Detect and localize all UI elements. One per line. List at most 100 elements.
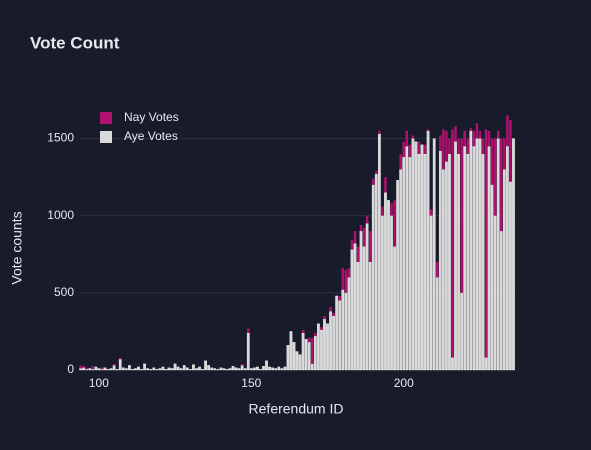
bar <box>469 130 473 371</box>
bar <box>506 146 509 371</box>
bar <box>435 277 439 371</box>
bar <box>277 366 281 371</box>
bar <box>88 368 92 371</box>
bar <box>426 130 430 371</box>
bar <box>390 203 393 216</box>
bar <box>201 369 204 371</box>
bar <box>295 351 299 371</box>
bar <box>152 367 156 371</box>
y-axis-label: Vote counts <box>9 211 25 284</box>
bar <box>503 138 506 170</box>
bar <box>384 177 387 193</box>
bar <box>100 369 104 371</box>
bar <box>506 115 509 147</box>
bar <box>115 369 119 371</box>
bar <box>207 365 211 371</box>
bar <box>475 138 479 371</box>
bar <box>454 141 457 371</box>
x-axis-label: Referendum ID <box>249 401 344 417</box>
bar <box>350 249 354 371</box>
bar <box>167 367 171 371</box>
bar <box>332 315 335 371</box>
bar <box>192 364 195 371</box>
bar <box>475 123 479 139</box>
bar <box>423 144 427 154</box>
bar <box>509 181 512 371</box>
bar <box>247 328 250 333</box>
bar <box>457 153 460 371</box>
bar <box>103 367 107 371</box>
bar <box>79 365 82 369</box>
bar <box>365 223 369 371</box>
y-tick-label: 0 <box>67 362 74 376</box>
bar <box>414 141 418 371</box>
bar <box>460 138 463 293</box>
bar <box>204 360 207 371</box>
bar <box>195 368 198 371</box>
bar <box>185 367 189 371</box>
y-tick-label: 1000 <box>47 208 74 222</box>
bar <box>252 367 256 371</box>
bar <box>374 173 378 371</box>
bar <box>216 369 220 371</box>
bar <box>350 240 354 250</box>
bar <box>438 150 442 371</box>
bar <box>240 363 244 366</box>
bar <box>512 138 515 371</box>
bar <box>353 231 357 244</box>
bar <box>442 129 445 170</box>
bar <box>408 156 412 371</box>
bar <box>237 368 241 371</box>
bar <box>198 366 201 371</box>
bar <box>429 209 433 216</box>
bar <box>381 215 384 371</box>
bar <box>134 368 137 371</box>
bar <box>429 215 433 371</box>
bar <box>283 366 287 371</box>
bar <box>97 368 101 371</box>
bar <box>301 332 305 371</box>
bar <box>170 368 174 371</box>
bar <box>423 153 427 371</box>
bar <box>347 268 351 278</box>
bar <box>368 231 372 262</box>
bar <box>445 161 448 371</box>
bar <box>493 138 497 216</box>
bar <box>497 130 500 139</box>
bar <box>228 368 232 371</box>
bar <box>445 130 448 162</box>
legend-swatch <box>100 131 112 143</box>
bar <box>225 369 229 371</box>
bar <box>182 365 186 371</box>
bar <box>274 368 278 371</box>
bar <box>487 146 491 371</box>
bar <box>100 367 104 370</box>
bar <box>402 141 405 158</box>
bar <box>158 368 162 371</box>
bar <box>85 369 89 371</box>
bar <box>231 365 235 371</box>
bar <box>411 135 415 139</box>
bar <box>131 369 134 371</box>
bar <box>481 138 485 154</box>
bar <box>109 368 113 371</box>
bar <box>451 129 454 358</box>
bar <box>378 130 381 134</box>
bar <box>371 184 375 371</box>
bar <box>417 153 421 371</box>
bar <box>472 146 476 371</box>
bar <box>112 365 116 371</box>
bar <box>176 366 180 371</box>
bar <box>314 332 317 337</box>
bar <box>375 170 378 175</box>
bar <box>119 357 122 360</box>
bar <box>362 246 366 371</box>
bar <box>91 366 95 370</box>
bar <box>387 200 390 371</box>
bar <box>243 368 247 371</box>
bar <box>478 138 482 371</box>
bar <box>344 269 348 293</box>
bar <box>399 169 403 371</box>
bar <box>323 316 326 320</box>
